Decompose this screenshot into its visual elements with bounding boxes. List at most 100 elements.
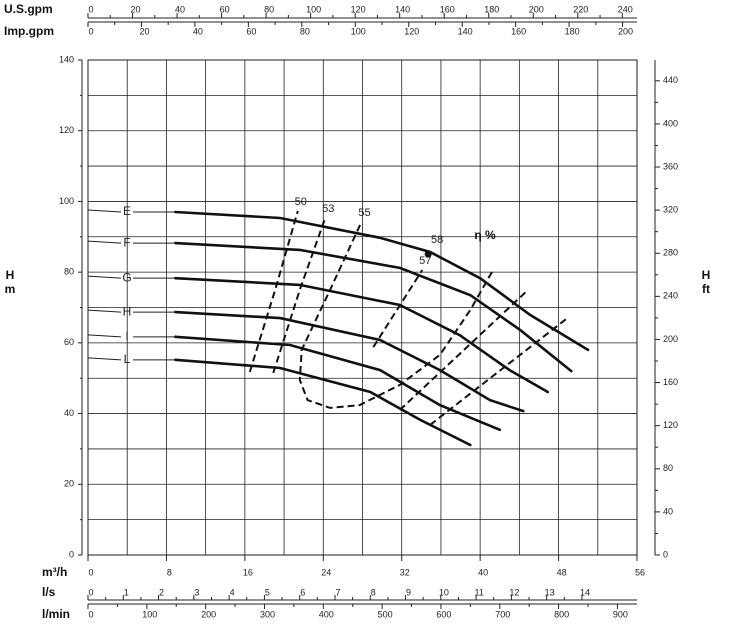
- tick-label: 0: [88, 4, 93, 14]
- efficiency-label: 57: [419, 255, 431, 267]
- axis-label: Imp.gpm: [4, 24, 54, 38]
- y-tick-label: 100: [59, 196, 74, 206]
- y2-tick-label: 200: [663, 334, 678, 344]
- tick-label: 160: [511, 26, 526, 36]
- tick-label: 140: [458, 26, 473, 36]
- axis-label: l/s: [42, 585, 56, 599]
- y2-tick-label: 0: [663, 549, 668, 559]
- x-tick-label: 40: [478, 567, 488, 577]
- x-tick-label: 32: [400, 567, 410, 577]
- x-tick-label: 48: [557, 567, 567, 577]
- tick-label: 11: [474, 587, 483, 597]
- x-tick-label: 8: [167, 567, 172, 577]
- leader-line: [87, 275, 122, 279]
- tick-label: 3: [194, 587, 199, 597]
- y-tick-label: 40: [64, 408, 74, 418]
- tick-label: 600: [436, 609, 451, 619]
- efficiency-label: 55: [358, 207, 370, 219]
- y2-tick-label: 40: [663, 506, 673, 516]
- x-tick-label: 24: [321, 567, 331, 577]
- y2-tick-label: 80: [663, 463, 673, 473]
- tick-label: 800: [554, 609, 569, 619]
- y2-tick-label: 240: [663, 291, 678, 301]
- y2-axis-unit: ft: [702, 282, 710, 296]
- y-tick-label: 20: [64, 479, 74, 489]
- tick-label: 4: [230, 587, 235, 597]
- tick-label: 180: [565, 26, 580, 36]
- curve-name: I: [125, 329, 128, 343]
- tick-label: 200: [529, 4, 544, 14]
- tick-label: 5: [265, 587, 270, 597]
- curve-name: F: [123, 235, 130, 249]
- tick-label: 10: [439, 587, 449, 597]
- tick-label: 14: [580, 587, 590, 597]
- tick-label: 8: [371, 587, 376, 597]
- tick-label: 100: [351, 26, 366, 36]
- pump-curve: [174, 241, 573, 373]
- tick-label: 120: [351, 4, 366, 14]
- tick-label: 0: [88, 26, 93, 36]
- curve-name: E: [123, 204, 131, 218]
- axis-label: U.S.gpm: [4, 2, 53, 16]
- tick-label: 80: [264, 4, 274, 14]
- tick-label: 140: [395, 4, 410, 14]
- tick-label: 240: [618, 4, 633, 14]
- x-tick-label: 56: [635, 567, 645, 577]
- tick-label: 900: [613, 609, 628, 619]
- tick-label: 0: [88, 609, 93, 619]
- tick-label: 40: [193, 26, 203, 36]
- x-axis-label: m³/h: [42, 565, 67, 579]
- x-tick-label: 16: [243, 567, 253, 577]
- tick-label: 20: [131, 4, 141, 14]
- y2-axis-label: H: [702, 268, 711, 282]
- tick-label: 100: [306, 4, 321, 14]
- tick-label: 40: [175, 4, 185, 14]
- efficiency-label: 50: [295, 196, 307, 208]
- bep-point: [424, 250, 432, 258]
- efficiency-curve: [272, 217, 569, 426]
- pump-curve: [174, 358, 472, 447]
- tick-label: 6: [300, 587, 305, 597]
- tick-label: 60: [220, 4, 230, 14]
- y2-tick-label: 320: [663, 205, 678, 215]
- tick-label: 400: [319, 609, 334, 619]
- y-axis-label: H: [6, 268, 15, 282]
- y-tick-label: 120: [59, 125, 74, 135]
- tick-label: 300: [260, 609, 275, 619]
- tick-label: 60: [246, 26, 256, 36]
- efficiency-curve: [248, 210, 299, 373]
- curve-name: L: [124, 352, 131, 366]
- tick-label: 160: [440, 4, 455, 14]
- tick-label: 120: [404, 26, 419, 36]
- pump-curve: [174, 335, 502, 432]
- y-tick-label: 140: [59, 54, 74, 64]
- tick-label: 7: [335, 587, 340, 597]
- y2-tick-label: 160: [663, 377, 678, 387]
- tick-label: 20: [139, 26, 149, 36]
- y-tick-label: 60: [64, 337, 74, 347]
- y2-tick-label: 280: [663, 248, 678, 258]
- tick-label: 200: [618, 26, 633, 36]
- y-tick-label: 80: [64, 267, 74, 277]
- tick-label: 0: [88, 587, 93, 597]
- leader-line: [87, 209, 122, 213]
- pump-curve: [174, 310, 525, 413]
- tick-label: 700: [495, 609, 510, 619]
- bep-label: 58: [431, 234, 443, 246]
- x-tick-label: 0: [88, 567, 93, 577]
- leader-line: [87, 357, 122, 361]
- y2-tick-label: 360: [663, 161, 678, 171]
- tick-label: 1: [124, 587, 129, 597]
- tick-label: 80: [300, 26, 310, 36]
- curve-name: H: [123, 304, 132, 318]
- leader-line: [87, 240, 122, 244]
- efficiency-title: η %: [474, 228, 496, 242]
- curve-name: G: [122, 270, 131, 284]
- leader-line: [87, 309, 122, 313]
- tick-label: 500: [378, 609, 393, 619]
- tick-label: 180: [484, 4, 499, 14]
- leader-line: [87, 334, 122, 338]
- tick-label: 2: [159, 587, 164, 597]
- tick-label: 13: [545, 587, 555, 597]
